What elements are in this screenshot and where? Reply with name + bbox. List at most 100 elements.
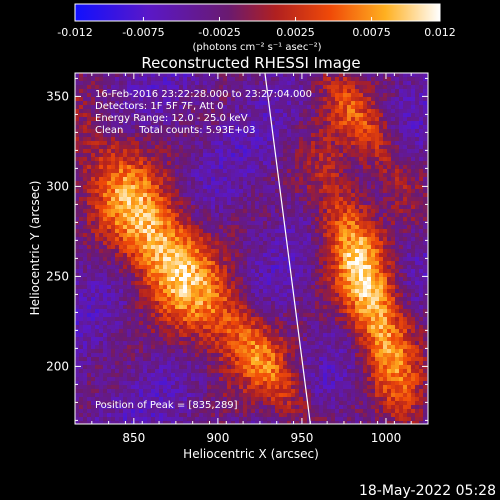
heatmap-cell <box>95 373 100 378</box>
heatmap-cell <box>115 369 120 374</box>
heatmap-cell <box>143 317 148 322</box>
heatmap-cell <box>167 217 172 222</box>
heatmap-cell <box>91 209 96 214</box>
heatmap-cell <box>163 333 168 338</box>
heatmap-cell <box>179 105 184 110</box>
heatmap-cell <box>99 149 104 154</box>
heatmap-cell <box>251 77 256 82</box>
heatmap-cell <box>239 345 244 350</box>
heatmap-cell <box>163 109 168 114</box>
heatmap-cell <box>139 173 144 178</box>
heatmap-cell <box>103 301 108 306</box>
heatmap-cell <box>79 213 84 218</box>
heatmap-cell <box>267 285 272 290</box>
heatmap-cell <box>107 177 112 182</box>
heatmap-cell <box>119 161 124 166</box>
heatmap-cell <box>267 321 272 326</box>
heatmap-cell <box>187 165 192 170</box>
heatmap-cell <box>271 329 276 334</box>
heatmap-cell <box>167 413 172 418</box>
heatmap-cell <box>179 133 184 138</box>
heatmap-cell <box>79 377 84 382</box>
heatmap-cell <box>275 185 280 190</box>
heatmap-cell <box>215 389 220 394</box>
heatmap-cell <box>163 129 168 134</box>
heatmap-cell <box>231 89 236 94</box>
heatmap-cell <box>83 217 88 222</box>
heatmap-cell <box>191 237 196 242</box>
heatmap-cell <box>191 337 196 342</box>
heatmap-cell <box>183 101 188 106</box>
heatmap-cell <box>171 269 176 274</box>
heatmap-cell <box>251 365 256 370</box>
heatmap-cell <box>223 245 228 250</box>
heatmap-cell <box>103 145 108 150</box>
heatmap-cell <box>131 249 136 254</box>
colorbar-tick-label: -0.012 <box>57 26 92 39</box>
heatmap-cell <box>123 157 128 162</box>
heatmap-cell <box>279 269 284 274</box>
heatmap-cell <box>207 313 212 318</box>
heatmap-cell <box>135 321 140 326</box>
heatmap-cell <box>291 393 296 398</box>
heatmap-cell <box>107 193 112 198</box>
heatmap-cell <box>119 89 124 94</box>
heatmap-cell <box>231 369 236 374</box>
heatmap-cell <box>275 149 280 154</box>
heatmap-cell <box>239 341 244 346</box>
heatmap-cell <box>175 197 180 202</box>
heatmap-cell <box>115 261 120 266</box>
heatmap-cell <box>159 165 164 170</box>
heatmap-cell <box>231 309 236 314</box>
heatmap-cell <box>151 113 156 118</box>
heatmap-cell <box>131 141 136 146</box>
heatmap-cell <box>287 229 292 234</box>
heatmap-cell <box>279 353 284 358</box>
heatmap-cell <box>271 389 276 394</box>
heatmap-cell <box>295 297 300 302</box>
heatmap-cell <box>239 265 244 270</box>
heatmap-cell <box>179 81 184 86</box>
heatmap-cell <box>75 185 80 190</box>
heatmap-cell <box>75 353 80 358</box>
heatmap-cell <box>115 225 120 230</box>
heatmap-cell <box>79 357 84 362</box>
heatmap-cell <box>91 89 96 94</box>
heatmap-cell <box>127 361 132 366</box>
heatmap-cell <box>187 365 192 370</box>
heatmap-cell <box>175 213 180 218</box>
heatmap-cell <box>159 145 164 150</box>
heatmap-cell <box>235 285 240 290</box>
heatmap-cell <box>179 253 184 258</box>
heatmap-cell <box>191 117 196 122</box>
heatmap-cell <box>279 105 284 110</box>
heatmap-cell <box>259 277 264 282</box>
heatmap-cell <box>163 101 168 106</box>
heatmap-cell <box>231 365 236 370</box>
heatmap-cell <box>199 269 204 274</box>
heatmap-cell <box>159 269 164 274</box>
heatmap-cell <box>259 341 264 346</box>
heatmap-cell <box>163 269 168 274</box>
heatmap-cell <box>287 385 292 390</box>
heatmap-cell <box>287 329 292 334</box>
heatmap-cell <box>95 213 100 218</box>
heatmap-cell <box>91 157 96 162</box>
heatmap-cell <box>123 153 128 158</box>
heatmap-cell <box>259 269 264 274</box>
heatmap-cell <box>287 145 292 150</box>
heatmap-cell <box>231 277 236 282</box>
heatmap-cell <box>191 89 196 94</box>
heatmap-cell <box>79 125 84 130</box>
heatmap-cell <box>95 185 100 190</box>
heatmap-cell <box>207 85 212 90</box>
heatmap-cell <box>95 365 100 370</box>
heatmap-cell <box>103 349 108 354</box>
heatmap-cell <box>79 309 84 314</box>
heatmap-cell <box>207 373 212 378</box>
heatmap-cell <box>147 257 152 262</box>
heatmap-cell <box>275 101 280 106</box>
heatmap-cell <box>167 373 172 378</box>
heatmap-cell <box>139 221 144 226</box>
heatmap-cell <box>123 257 128 262</box>
